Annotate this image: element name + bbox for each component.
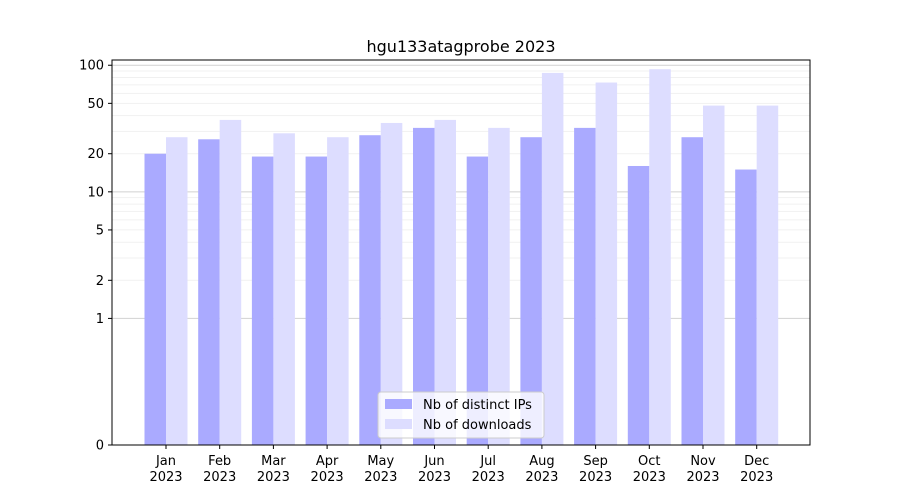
- axes: Jan 2023 Feb 2023 Mar 2023 Apr 2023 May 2023 Jun 20…: [79, 59, 811, 485]
- y-tick-label: 50: [87, 97, 104, 112]
- y-tick-label: 0: [96, 439, 104, 454]
- bar-downloads: [703, 105, 725, 446]
- legend-label: Nb of distinct IPs: [423, 398, 532, 413]
- legend-box: [377, 391, 545, 439]
- x-tick-label: May 2023: [364, 454, 397, 485]
- bar-distinct-ips: [466, 156, 489, 446]
- x-tick-label: Nov 2023: [686, 454, 719, 485]
- bar-distinct-ips: [198, 139, 220, 445]
- y-tick-label: 2: [96, 274, 104, 289]
- bar-downloads: [273, 133, 295, 445]
- legend-swatch: [385, 399, 412, 409]
- bar-distinct-ips: [359, 135, 381, 445]
- bar-downloads: [434, 119, 456, 445]
- x-tick-label: Mar 2023: [257, 454, 290, 485]
- y-tick-label: 5: [96, 223, 104, 238]
- x-tick-label: Aug 2023: [525, 454, 558, 485]
- y-tick-label: 20: [87, 147, 104, 162]
- y-tick-label: 1: [96, 312, 104, 327]
- legend-swatch: [385, 419, 412, 429]
- legend-label: Nb of downloads: [423, 418, 532, 433]
- plot-frame: [111, 59, 811, 446]
- bar-downloads: [541, 72, 564, 446]
- x-tick-label: Jun 2023: [418, 454, 451, 485]
- bar-distinct-ips: [735, 169, 757, 445]
- y-tick-label: 10: [87, 185, 104, 200]
- bar-downloads: [756, 105, 779, 446]
- bar-downloads: [166, 137, 188, 446]
- bar-distinct-ips: [251, 156, 274, 446]
- bar-distinct-ips: [681, 137, 703, 446]
- x-tick-label: Oct 2023: [633, 454, 666, 485]
- bar-downloads: [595, 82, 618, 445]
- bar-distinct-ips: [144, 153, 166, 446]
- bar-downloads: [327, 137, 349, 446]
- x-tick-label: Jan 2023: [149, 454, 182, 485]
- y-tick-label: 100: [79, 59, 104, 74]
- chart-title: hgu133atagprobe 2023: [367, 37, 556, 56]
- bar-downloads: [380, 122, 403, 445]
- bar-distinct-ips: [574, 127, 596, 445]
- bar-distinct-ips: [305, 156, 328, 446]
- bar-distinct-ips: [627, 165, 650, 446]
- bar-distinct-ips: [520, 137, 542, 446]
- bars: [144, 69, 779, 446]
- legend: Nb of distinct IPs Nb of downloads: [377, 391, 545, 439]
- x-tick-label: Feb 2023: [203, 454, 236, 485]
- x-tick-label: Sep 2023: [579, 454, 612, 485]
- bar-distinct-ips: [413, 127, 435, 445]
- bar-downloads: [488, 127, 510, 445]
- bar-downloads: [649, 69, 671, 446]
- x-tick-label: Dec 2023: [740, 454, 773, 485]
- x-tick-label: Jul 2023: [472, 454, 505, 485]
- x-tick-label: Apr 2023: [311, 454, 344, 485]
- bar-downloads: [219, 119, 242, 445]
